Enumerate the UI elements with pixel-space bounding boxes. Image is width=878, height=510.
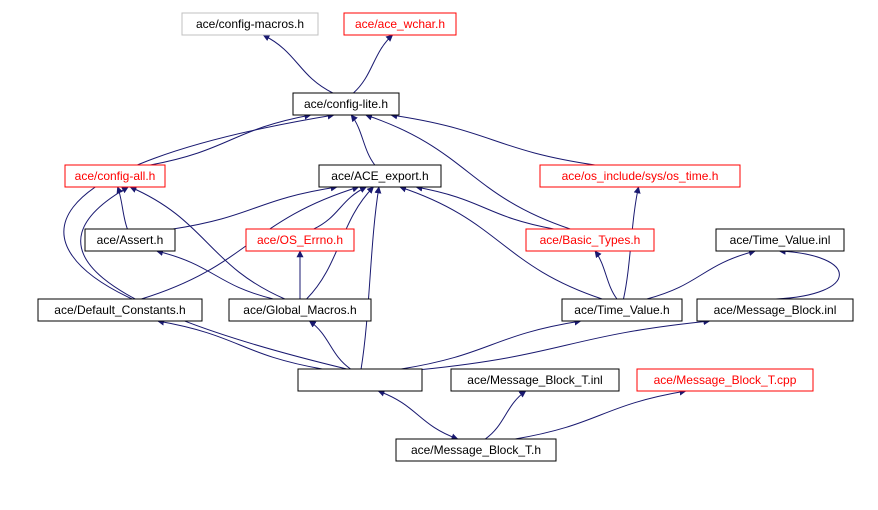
edge-msg_block_inl-time_value_inl bbox=[776, 251, 840, 299]
node-label-config_macros: ace/config-macros.h bbox=[196, 17, 304, 31]
node-label-basic_types: ace/Basic_Types.h bbox=[540, 233, 641, 247]
node-label-default_const: ace/Default_Constants.h bbox=[54, 303, 185, 317]
edge-assert-ace_export bbox=[173, 187, 337, 229]
edge-msg_block-ace_export bbox=[361, 187, 379, 369]
edge-msg_block-msg_block_inl bbox=[422, 321, 710, 370]
edge-global_macros-assert bbox=[157, 251, 274, 299]
node-msg_block_t_inl[interactable]: ace/Message_Block_T.inl bbox=[451, 369, 619, 391]
edge-assert-config_all bbox=[118, 187, 128, 229]
node-time_value_inl[interactable]: ace/Time_Value.inl bbox=[716, 229, 844, 251]
node-default_const[interactable]: ace/Default_Constants.h bbox=[38, 299, 202, 321]
node-label-msg_block_t_inl: ace/Message_Block_T.inl bbox=[467, 373, 602, 387]
node-basic_types[interactable]: ace/Basic_Types.h bbox=[526, 229, 654, 251]
node-label-global_macros: ace/Global_Macros.h bbox=[243, 303, 356, 317]
node-ace_wchar[interactable]: ace/ace_wchar.h bbox=[344, 13, 456, 35]
node-label-msg_block_t_h: ace/Message_Block_T.h bbox=[411, 443, 541, 457]
dependency-graph: ace/config-macros.h ace/ace_wchar.h ace/co… bbox=[0, 0, 878, 510]
node-time_value[interactable]: ace/Time_Value.h bbox=[562, 299, 682, 321]
node-msg_block[interactable]: Message_Block.h bbox=[298, 369, 422, 391]
node-os_time[interactable]: ace/os_include/sys/os_time.h bbox=[540, 165, 740, 187]
node-global_macros[interactable]: ace/Global_Macros.h bbox=[229, 299, 371, 321]
node-os_errno[interactable]: ace/OS_Errno.h bbox=[246, 229, 354, 251]
node-label-os_time: ace/os_include/sys/os_time.h bbox=[562, 169, 719, 183]
node-label-assert: ace/Assert.h bbox=[97, 233, 164, 247]
edge-config_lite-config_macros bbox=[263, 35, 333, 93]
node-label-ace_wchar: ace/ace_wchar.h bbox=[355, 17, 445, 31]
node-label-time_value_inl: ace/Time_Value.inl bbox=[730, 233, 831, 247]
node-config_macros[interactable]: ace/config-macros.h bbox=[182, 13, 318, 35]
edge-msg_block-time_value bbox=[401, 321, 581, 369]
edge-msg_block_t_h-msg_block_t_cpp bbox=[515, 391, 686, 439]
edge-msg_block-default_const bbox=[158, 321, 323, 369]
edge-time_value-basic_types bbox=[595, 251, 617, 299]
edge-msg_block_t_h-msg_block_t_inl bbox=[485, 391, 525, 439]
node-label-os_errno: ace/OS_Errno.h bbox=[257, 233, 343, 247]
edge-msg_block-global_macros bbox=[309, 321, 350, 369]
node-config_all[interactable]: ace/config-all.h bbox=[65, 165, 165, 187]
edge-config_lite-ace_wchar bbox=[353, 35, 392, 93]
node-config_lite[interactable]: ace/config-lite.h bbox=[293, 93, 399, 115]
edge-msg_block-config_all bbox=[81, 187, 347, 369]
edge-msg_block-msg_block_t_h bbox=[378, 391, 458, 439]
node-label-msg_block_inl: ace/Message_Block.inl bbox=[714, 303, 837, 317]
node-msg_block_inl[interactable]: ace/Message_Block.inl bbox=[697, 299, 853, 321]
node-label-msg_block_t_cpp: ace/Message_Block_T.cpp bbox=[654, 373, 797, 387]
edge-config_all-config_lite bbox=[150, 115, 310, 165]
node-ace_export[interactable]: ace/ACE_export.h bbox=[319, 165, 441, 187]
node-msg_block_t_h[interactable]: ace/Message_Block_T.h bbox=[396, 439, 556, 461]
edge-basic_types-ace_export bbox=[416, 187, 554, 229]
node-assert[interactable]: ace/Assert.h bbox=[85, 229, 175, 251]
node-label-config_lite: ace/config-lite.h bbox=[304, 97, 388, 111]
node-label-time_value: ace/Time_Value.h bbox=[574, 303, 669, 317]
node-label-config_all: ace/config-all.h bbox=[75, 169, 156, 183]
edge-time_value-time_value_inl bbox=[647, 251, 755, 299]
node-label-msg_block: Message_Block.h bbox=[313, 373, 408, 387]
edge-ace_export-config_lite bbox=[351, 115, 375, 165]
node-label-ace_export: ace/ACE_export.h bbox=[331, 169, 428, 183]
edge-default_const-config_lite bbox=[64, 115, 334, 299]
node-msg_block_t_cpp[interactable]: ace/Message_Block_T.cpp bbox=[637, 369, 813, 391]
